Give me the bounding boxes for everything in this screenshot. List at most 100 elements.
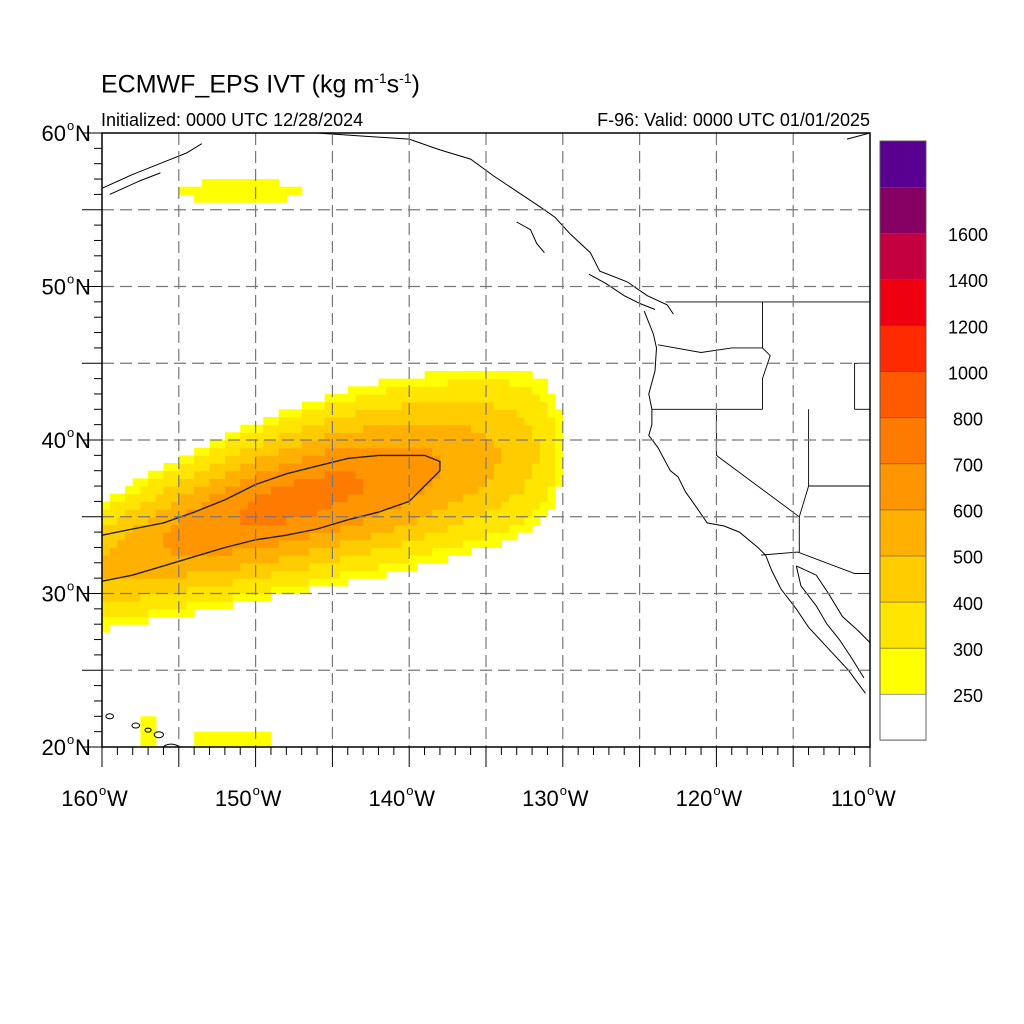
- ivt-cell: [109, 516, 118, 526]
- ivt-cell: [240, 424, 249, 433]
- ivt-cell: [462, 447, 472, 456]
- ivt-cell: [332, 547, 341, 556]
- ivt-cell: [378, 493, 387, 503]
- ivt-cell: [286, 486, 295, 495]
- ivt-cell: [516, 386, 525, 395]
- ivt-cell: [201, 493, 211, 503]
- ivt-cell: [416, 424, 426, 433]
- degree-symbol: o: [713, 783, 720, 798]
- colorbar-label: 1000: [948, 363, 988, 383]
- ivt-cell: [171, 493, 180, 503]
- ivt-cell: [470, 378, 479, 387]
- ivt-cell: [255, 547, 264, 556]
- ivt-cell: [524, 486, 533, 495]
- ivt-cell: [347, 470, 357, 479]
- ivt-cell: [509, 463, 518, 472]
- ivt-cell: [409, 524, 418, 533]
- ivt-cell: [478, 401, 487, 410]
- ivt-cell: [363, 478, 372, 487]
- ivt-cell: [278, 493, 287, 503]
- ivt-cell: [132, 509, 141, 518]
- ivt-cell: [501, 409, 510, 418]
- ivt-cell: [209, 478, 218, 487]
- ivt-cell: [555, 409, 564, 418]
- ivt-cell: [493, 501, 502, 510]
- ivt-cell: [332, 409, 341, 418]
- ivt-cell: [178, 532, 188, 541]
- ivt-cell: [171, 470, 180, 479]
- ivt-cell: [478, 463, 487, 472]
- ivt-cell: [539, 432, 549, 441]
- ivt-cell: [140, 524, 149, 533]
- ivt-cell: [486, 501, 495, 510]
- ivt-cell: [247, 539, 257, 549]
- ivt-cell: [355, 470, 364, 479]
- ivt-cell: [232, 470, 241, 479]
- ivt-cell: [340, 578, 349, 587]
- ivt-cell: [416, 409, 426, 418]
- ivt-cell: [516, 478, 525, 487]
- ivt-cell: [547, 501, 556, 510]
- ivt-cell: [547, 416, 556, 426]
- ivt-cell: [201, 562, 211, 572]
- ivt-cell: [270, 562, 280, 572]
- ivt-cell: [163, 463, 172, 472]
- ivt-cell: [294, 416, 303, 426]
- ivt-cell: [301, 463, 310, 472]
- ivt-cell: [201, 179, 211, 188]
- ivt-cell: [363, 393, 372, 403]
- ivt-cell: [163, 547, 172, 556]
- ivt-cell: [355, 501, 364, 510]
- ivt-cell: [532, 493, 541, 503]
- coastline: [796, 565, 870, 643]
- ivt-cell: [194, 186, 203, 195]
- valid-time: F-96: Valid: 0000 UTC 01/01/2025: [597, 110, 870, 130]
- ivt-cell: [278, 555, 287, 564]
- border-line: [854, 362, 870, 410]
- ivt-cell: [547, 432, 556, 441]
- ivt-cell: [294, 532, 303, 541]
- ivt-cell: [155, 547, 165, 556]
- ivt-cell: [486, 455, 495, 464]
- ivt-cell: [509, 501, 518, 510]
- ivt-cell: [278, 585, 287, 595]
- ivt-cell: [516, 378, 525, 387]
- ivt-cell: [132, 593, 141, 602]
- ivt-cell: [209, 501, 218, 510]
- ivt-cell: [102, 539, 111, 549]
- ivt-cell: [401, 501, 410, 510]
- ivt-cell: [255, 570, 264, 579]
- ivt-cell: [270, 463, 280, 472]
- ivt-cell: [424, 432, 433, 441]
- ivt-cell: [386, 455, 395, 464]
- ivt-cell: [332, 432, 341, 441]
- ivt-cell: [286, 578, 295, 587]
- ivt-cell: [447, 416, 456, 426]
- colorbar-label: 300: [953, 640, 983, 660]
- ivt-cell: [309, 409, 318, 418]
- ivt-cell: [247, 593, 257, 602]
- ivt-cell: [270, 585, 280, 595]
- ivt-cell: [509, 486, 518, 495]
- ivt-cell: [439, 424, 449, 433]
- ivt-cell: [294, 440, 303, 449]
- ivt-cell: [155, 470, 165, 479]
- ivt-cell: [224, 539, 234, 549]
- ivt-cell: [263, 547, 272, 556]
- ivt-cell: [347, 432, 357, 441]
- ivt-cell: [247, 739, 257, 747]
- ivt-cell: [171, 501, 180, 510]
- ivt-cell: [194, 509, 203, 518]
- ivt-cell: [532, 501, 541, 510]
- ivt-cell: [409, 409, 418, 418]
- ivt-cell: [378, 524, 387, 533]
- ivt-cell: [232, 501, 241, 510]
- ivt-cell: [247, 562, 257, 572]
- ivt-cell: [217, 524, 226, 533]
- ivt-cell: [232, 455, 241, 464]
- colorbar-box: [879, 509, 927, 557]
- ivt-cell: [378, 424, 387, 433]
- ivt-cell: [294, 424, 303, 433]
- ivt-cell: [409, 432, 418, 441]
- ivt-cell: [478, 486, 487, 495]
